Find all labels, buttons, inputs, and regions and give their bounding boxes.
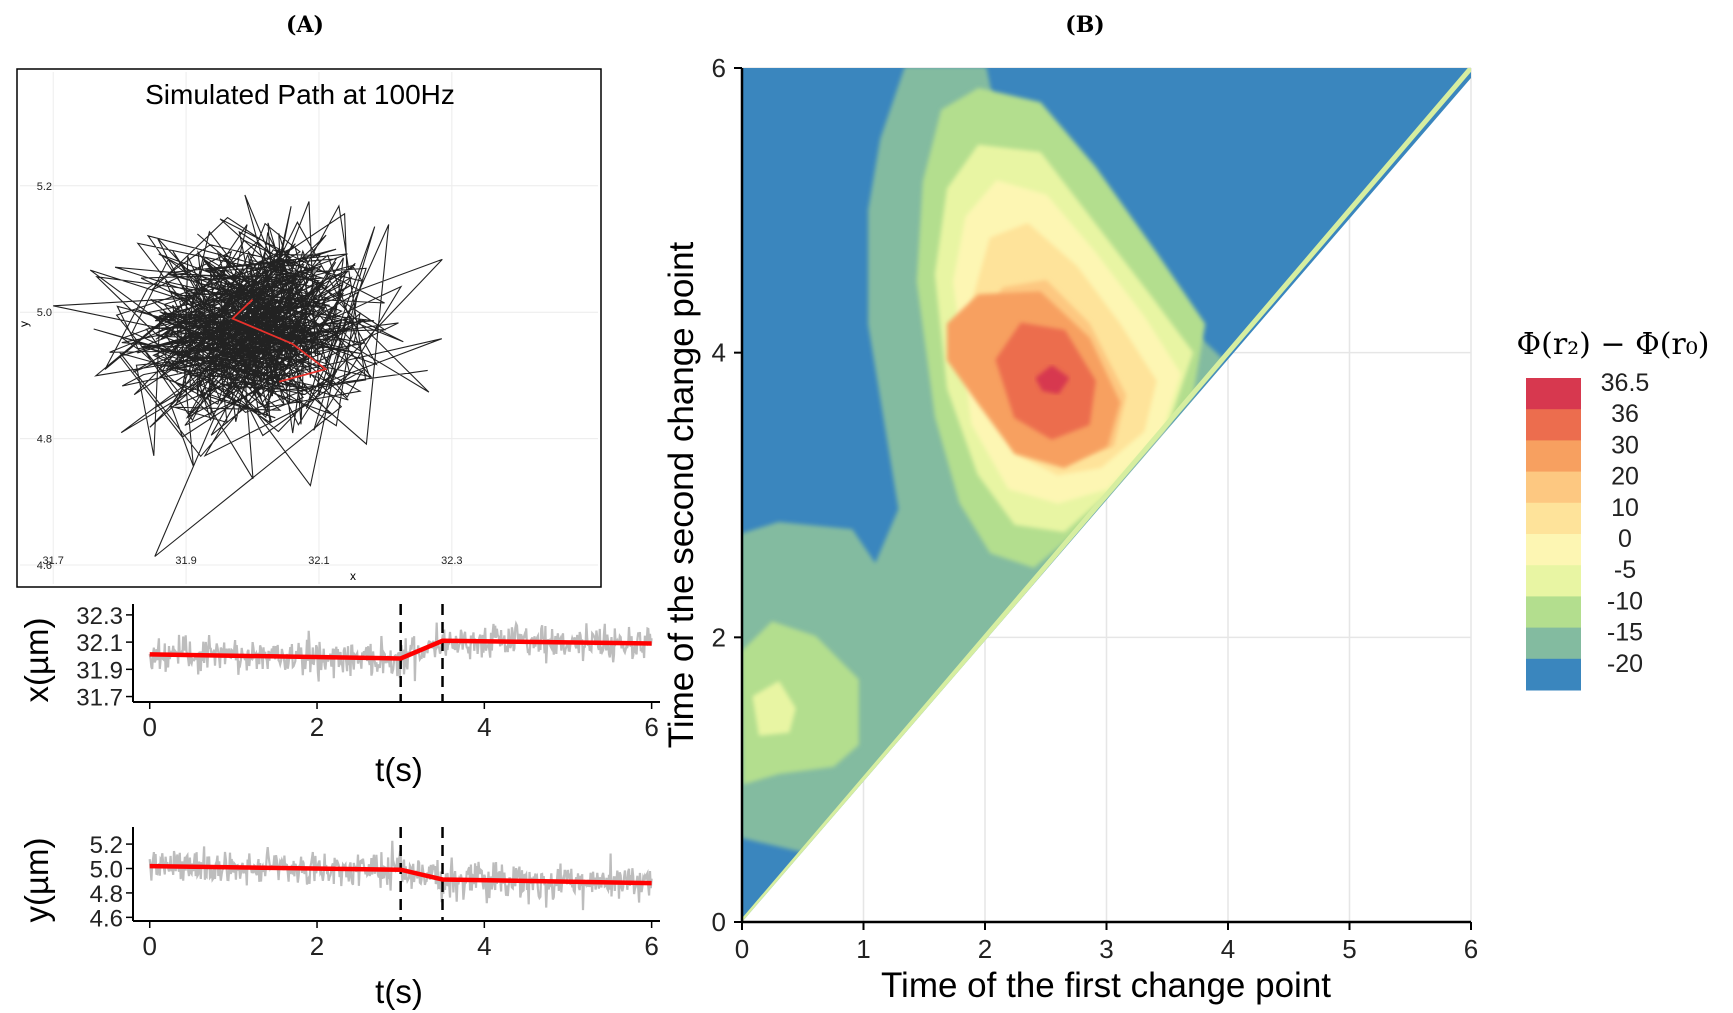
path-trajectory (53, 194, 443, 557)
colorbar-label: -10 (1607, 587, 1643, 615)
colorbar-label: -20 (1607, 650, 1643, 678)
colorbar-swatch (1526, 534, 1581, 566)
contour-panel: 0 1 2 3 4 5 6 0 2 4 6 Time of the first change poi… (662, 53, 1478, 1005)
path-ylabel: y (17, 321, 31, 327)
path-title: Simulated Path at 100Hz (145, 79, 455, 110)
y-trace-series (148, 827, 653, 921)
y-trace-x-tick-label: 6 (644, 931, 658, 961)
colorbar-swatch (1526, 502, 1581, 535)
contour-y-tick-label: 6 (712, 53, 726, 83)
colorbar-label: 0 (1618, 525, 1632, 553)
contour-y-tick-label: 4 (712, 338, 726, 368)
y-trace-y-tick-label: 5.0 (90, 857, 123, 884)
path-y-tick-label: 5.0 (37, 307, 52, 319)
colorbar-swatch (1526, 627, 1581, 660)
colorbar-swatch (1526, 596, 1581, 629)
colorbar-label: 10 (1611, 494, 1639, 522)
contour-x-tick-label: 0 (735, 934, 749, 964)
contour-xlabel: Time of the first change point (881, 966, 1331, 1005)
path-y-tick-label: 5.2 (37, 181, 52, 193)
y-trace-x-tick-label: 2 (310, 931, 324, 961)
path-x-tick-label: 32.3 (441, 555, 462, 567)
y-trace-panel: 0 2 4 6 4.64.85.05.2 t(s) y(µm) (18, 827, 660, 1010)
x-trace-series (148, 604, 653, 702)
contour-level-10 (1035, 365, 1070, 394)
colorbar-labels: 36.5 36 30 20 10 0 -5 -10 -15 -20 (1601, 369, 1650, 678)
contour-diagonal-edge (742, 68, 1471, 922)
colorbar-swatch (1526, 378, 1581, 410)
colorbar-label: -15 (1607, 619, 1643, 647)
path-x-tick-label: 32.1 (308, 555, 329, 567)
path-gridlines (20, 72, 598, 584)
legend-title: Φ(r₂) − Φ(r₀) (1517, 327, 1710, 362)
path-x-tick-label: 31.7 (43, 555, 64, 567)
path-y-tick-label: 4.6 (37, 560, 52, 572)
x-trace-xlabel: t(s) (375, 751, 423, 788)
y-trace-xlabel: t(s) (375, 973, 423, 1010)
panel-label-b: (B) (1065, 12, 1104, 38)
colorbar (1526, 378, 1581, 691)
colorbar-swatch (1526, 471, 1581, 504)
y-trace-fit-line (149, 863, 652, 886)
contour-x-tick-label: 2 (978, 934, 992, 964)
contour-x-tick-label: 5 (1342, 934, 1356, 964)
contour-axes: 0 1 2 3 4 5 6 0 2 4 6 (712, 53, 1479, 964)
contour-level-3-left (742, 621, 859, 784)
x-trace-axes: 0 2 4 6 31.731.932.132.3 (76, 603, 660, 742)
x-trace-x-tick-label: 0 (142, 712, 156, 742)
path-xlabel: x (350, 569, 356, 583)
contour-ylabel: Time of the second change point (662, 241, 701, 748)
colorbar-label: 36 (1611, 400, 1639, 428)
colorbar-swatch (1526, 440, 1581, 473)
colorbar-swatch (1526, 658, 1581, 691)
y-trace-y-tick-label: 4.8 (90, 881, 123, 908)
x-trace-y-tick-label: 32.3 (76, 603, 123, 630)
y-trace-y-tick-label: 4.6 (90, 905, 123, 932)
x-trace-y-tick-label: 32.1 (76, 630, 123, 657)
panel-label-a: (A) (286, 12, 324, 38)
y-trace-y-tick-label: 5.2 (90, 832, 123, 859)
contour-x-tick-label: 1 (856, 934, 870, 964)
colorbar-label: 20 (1611, 463, 1639, 491)
x-trace-ylabel: x(µm) (18, 618, 55, 703)
colorbar-swatch (1526, 409, 1581, 441)
contour-y-tick-label: 0 (712, 907, 726, 937)
x-trace-x-tick-label: 6 (644, 712, 658, 742)
path-highlight-line (230, 298, 328, 383)
y-trace-ylabel: y(µm) (18, 838, 55, 923)
path-tick-labels: 31.7 31.9 32.1 32.3 4.6 4.8 5.0 5.2 (37, 181, 463, 572)
path-x-tick-label: 31.9 (175, 555, 196, 567)
y-trace-x-tick-label: 4 (477, 931, 491, 961)
colorbar-legend: Φ(r₂) − Φ(r₀) 36.5 36 30 20 10 0 -5 -10 -15 -20 (1517, 327, 1710, 691)
colorbar-label: -5 (1614, 556, 1636, 584)
contour-x-tick-label: 3 (1099, 934, 1113, 964)
x-trace-y-tick-label: 31.9 (76, 657, 123, 684)
x-trace-fit-line (149, 638, 652, 661)
path-y-tick-label: 4.8 (37, 434, 52, 446)
x-trace-x-tick-label: 2 (310, 712, 324, 742)
y-trace-axes: 0 2 4 6 4.64.85.05.2 (90, 827, 660, 961)
contour-y-tick-label: 2 (712, 622, 726, 652)
x-trace-panel: 0 2 4 6 31.731.932.132.3 t(s) x(µm) (18, 603, 660, 788)
contour-x-tick-label: 4 (1221, 934, 1235, 964)
x-trace-y-tick-label: 31.7 (76, 685, 123, 712)
colorbar-label: 30 (1611, 431, 1639, 459)
colorbar-label: 36.5 (1601, 369, 1650, 397)
path-trajectory-line (53, 194, 443, 557)
contour-level-4-left (752, 681, 796, 736)
colorbar-swatch (1526, 565, 1581, 597)
contour-x-tick-label: 6 (1464, 934, 1478, 964)
y-trace-x-tick-label: 0 (142, 931, 156, 961)
path-panel: 31.7 31.9 32.1 32.3 4.6 4.8 5.0 5.2 Simulated P… (16, 68, 602, 588)
x-trace-x-tick-label: 4 (477, 712, 491, 742)
